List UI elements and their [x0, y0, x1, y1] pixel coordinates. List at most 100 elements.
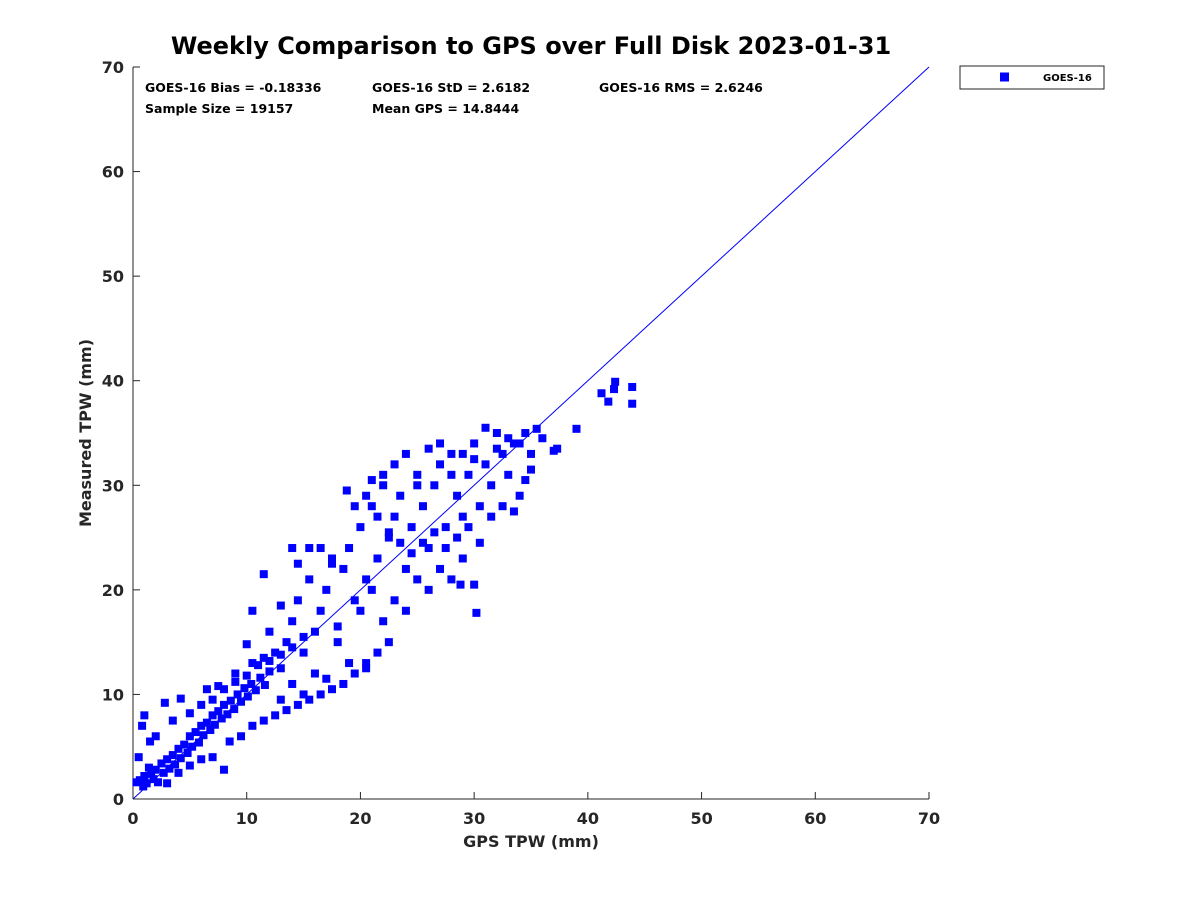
data-point: [379, 617, 388, 626]
data-point: [305, 575, 314, 584]
data-point: [248, 659, 257, 668]
data-point: [458, 449, 467, 458]
data-point: [384, 533, 393, 542]
stat-rms: GOES-16 RMS = 2.6246: [599, 80, 763, 95]
data-point: [597, 389, 606, 398]
data-point: [447, 449, 456, 458]
data-point: [464, 470, 473, 479]
data-point: [237, 697, 246, 706]
data-point: [219, 685, 228, 694]
data-point: [515, 439, 524, 448]
data-point: [134, 753, 143, 762]
data-point: [453, 491, 462, 500]
data-point: [436, 460, 445, 469]
data-point: [456, 580, 465, 589]
data-point: [521, 476, 530, 485]
data-point: [305, 544, 314, 553]
data-point: [441, 523, 450, 532]
data-point: [217, 714, 226, 723]
data-point: [188, 742, 197, 751]
data-point: [242, 640, 251, 649]
data-point: [504, 470, 513, 479]
data-point: [527, 449, 535, 458]
data-point: [163, 755, 172, 764]
x-tick-label: 30: [463, 809, 485, 828]
data-point: [248, 606, 257, 615]
x-tick-label: 20: [349, 809, 371, 828]
data-point: [610, 385, 619, 394]
data-point: [481, 423, 490, 432]
data-point: [305, 695, 314, 704]
data-point: [226, 696, 235, 705]
data-point: [498, 449, 507, 458]
chart-title: Weekly Comparison to GPS over Full Disk …: [171, 32, 891, 60]
data-point: [151, 732, 160, 741]
x-tick-label: 10: [236, 809, 258, 828]
data-point: [271, 711, 280, 720]
data-point: [390, 512, 399, 521]
y-tick-label: 50: [102, 267, 124, 286]
data-point: [149, 775, 158, 784]
data-point: [390, 596, 399, 605]
data-point: [492, 429, 501, 437]
data-point: [515, 491, 524, 500]
data-point: [237, 732, 246, 741]
data-point: [282, 638, 291, 647]
data-point: [362, 664, 371, 673]
data-point: [276, 695, 285, 704]
data-point: [430, 481, 439, 490]
data-point: [373, 648, 382, 657]
data-point: [293, 596, 302, 605]
one-to-one-line: [132, 66, 930, 800]
data-point: [231, 677, 240, 686]
stat-bias: GOES-16 Bias = -0.18336: [145, 80, 322, 95]
data-point: [350, 596, 359, 605]
data-point: [240, 684, 249, 693]
x-axis-label: GPS TPW (mm): [463, 832, 599, 851]
data-point: [225, 737, 234, 746]
data-point: [356, 606, 365, 615]
y-axis-ticks: 0 10 20 30 40 50 60 70: [102, 58, 140, 809]
data-point: [206, 725, 215, 734]
data-point: [470, 455, 479, 464]
data-point: [260, 681, 269, 690]
data-point: [407, 549, 416, 558]
legend: GOES-16: [959, 65, 1105, 90]
data-point: [447, 575, 456, 584]
stat-std: GOES-16 StD = 2.6182: [372, 80, 530, 95]
data-point: [424, 444, 433, 453]
data-point: [180, 740, 189, 749]
data-point: [299, 690, 308, 699]
data-point: [147, 769, 156, 778]
data-point: [362, 575, 371, 584]
data-point: [424, 544, 433, 553]
data-point: [572, 424, 581, 433]
data-point: [293, 700, 302, 709]
data-point: [342, 486, 351, 495]
data-point: [413, 575, 422, 584]
data-point: [251, 686, 260, 695]
data-point: [282, 706, 291, 715]
data-point: [202, 718, 211, 727]
data-point: [401, 564, 410, 573]
data-point: [299, 648, 308, 657]
data-point: [498, 502, 507, 511]
data-point: [470, 439, 479, 448]
data-point: [210, 720, 219, 729]
data-point: [159, 768, 168, 777]
data-point: [345, 659, 354, 668]
data-point: [154, 778, 163, 787]
data-point: [379, 481, 388, 490]
data-point: [144, 763, 153, 772]
data-point: [362, 659, 371, 668]
data-point: [146, 737, 155, 746]
data-point: [413, 470, 422, 479]
data-point: [231, 669, 240, 678]
data-point: [248, 721, 257, 730]
data-point: [362, 491, 371, 500]
data-point: [367, 502, 376, 511]
data-point: [151, 765, 160, 774]
data-point: [243, 692, 252, 701]
data-point: [356, 523, 365, 532]
data-point: [333, 622, 342, 631]
